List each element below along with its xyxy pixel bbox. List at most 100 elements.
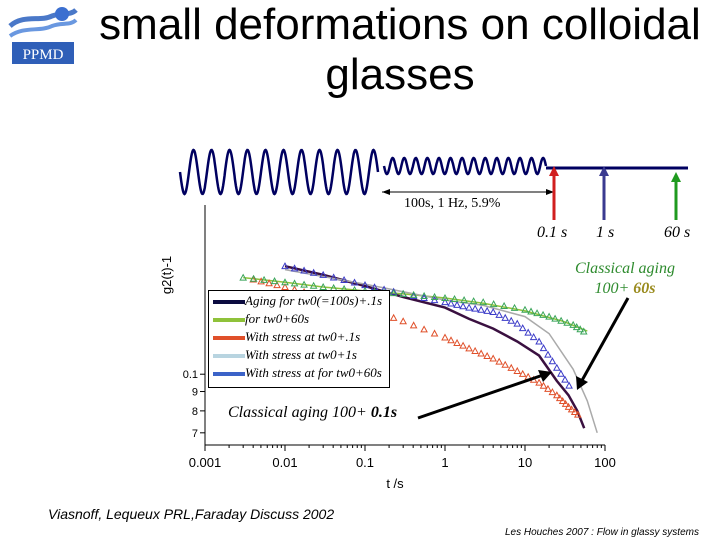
legend-item-3: With stress at tw0+1s (209, 347, 389, 363)
series-point-5 (309, 281, 318, 289)
x-tick-label-1: 0.01 (272, 455, 297, 470)
series-point-2 (257, 277, 265, 285)
series-point-5 (521, 305, 529, 313)
legend-swatch-3 (213, 354, 245, 358)
series-point-4 (483, 306, 491, 314)
series-point-2 (465, 344, 473, 352)
x-axis-label: t /s (386, 476, 404, 491)
y-axis-label: g2(t)-1 (159, 256, 174, 294)
series-point-5 (281, 278, 289, 286)
series-point-5 (441, 293, 449, 301)
series-point-2 (409, 321, 418, 329)
series-point-4 (557, 369, 565, 377)
series-point-5 (489, 300, 498, 308)
series-point-5 (450, 294, 459, 303)
series-point-4 (370, 283, 379, 291)
series-point-4 (535, 337, 543, 345)
time-label-1: 1 s (596, 224, 615, 241)
series-point-2 (399, 317, 408, 325)
legend-item-2: With stress at tw0+.1s (209, 329, 389, 345)
series-point-4 (447, 299, 455, 307)
series-point-4 (319, 270, 328, 278)
series-point-5 (430, 292, 439, 300)
series-point-4 (441, 298, 449, 306)
series-point-2 (564, 402, 573, 410)
series-point-5 (319, 282, 328, 291)
x-tick-label-5: 100 (594, 455, 616, 470)
time-label-2: 60 s (664, 224, 691, 241)
series-point-4 (471, 304, 479, 312)
series-point-4 (513, 319, 522, 327)
series-point-5 (563, 318, 571, 326)
series-point-4 (561, 375, 569, 383)
series-point-5 (572, 323, 581, 331)
slide-title: small deformations on colloidal glasses (99, 0, 701, 99)
large-oscillation (178, 148, 380, 196)
series-point-4 (300, 266, 308, 274)
series-point-2 (567, 405, 576, 413)
stimulus-diagram (178, 148, 688, 220)
series-point-5 (270, 277, 279, 285)
series-point-5 (510, 303, 519, 311)
series-point-4 (552, 363, 561, 371)
series-point-5 (557, 316, 565, 324)
legend-item-0: Aging for tw0(=100s)+.1s (209, 293, 389, 309)
legend-label-4: With stress at for tw0+60s (245, 365, 382, 380)
legend-label-0: Aging for tw0(=100s)+.1s (245, 293, 383, 308)
series-point-2 (507, 363, 516, 371)
series-point-2 (477, 349, 485, 357)
annotation-right-bold: 60s (633, 280, 656, 297)
series-point-5 (420, 291, 428, 299)
y-tick-label-2: 8 (192, 406, 198, 418)
series-point-4 (539, 344, 548, 352)
series-point-2 (459, 341, 467, 349)
series-point-4 (309, 268, 318, 276)
series-point-4 (495, 310, 504, 318)
series-point-5 (533, 309, 541, 317)
series-point-4 (459, 302, 467, 310)
series-point-5 (527, 307, 535, 315)
series-point-4 (544, 350, 552, 358)
series-point-4 (420, 294, 428, 302)
legend-label-2: With stress at tw0+.1s (245, 329, 361, 344)
series-point-2 (558, 396, 567, 405)
series-point-4 (389, 287, 398, 295)
series-point-2 (483, 351, 491, 360)
series-point-4 (518, 324, 527, 332)
series-point-2 (281, 282, 289, 291)
series-point-5 (239, 273, 248, 281)
series-point-4 (548, 357, 557, 365)
series-point-5 (551, 314, 559, 322)
legend-swatch-2 (213, 336, 245, 340)
series-point-2 (495, 357, 504, 365)
footer-text: Les Houches 2007 : Flow in glassy system… (505, 527, 699, 538)
series-point-2 (501, 360, 510, 368)
x-tick-label-2: 0.1 (356, 455, 374, 470)
series-point-2 (513, 366, 522, 374)
series-point-2 (273, 281, 281, 289)
series-point-4 (477, 305, 485, 313)
legend-swatch-1 (213, 318, 245, 322)
series-point-4 (290, 264, 299, 272)
series-point-5 (290, 279, 299, 287)
series-point-2 (441, 333, 449, 341)
chart-legend: Aging for tw0(=100s)+.1s for tw0+60s Wit… (208, 290, 390, 388)
series-point-4 (565, 381, 573, 389)
y-tick-label-3: 7 (192, 428, 198, 440)
x-tick-label-0: 0.001 (189, 455, 222, 470)
legend-swatch-0 (213, 300, 245, 304)
series-point-5 (545, 312, 553, 320)
ppmd-logo: PPMD (6, 4, 80, 66)
series-point-4 (501, 313, 510, 321)
time-label-0: 0.1 s (537, 224, 568, 241)
x-tick-label-4: 10 (518, 455, 532, 470)
y-tick-label-0: 0.1 (183, 369, 198, 381)
series-point-2 (389, 313, 398, 321)
series-point-4 (524, 328, 533, 336)
series-point-5 (569, 320, 578, 328)
series-point-2 (555, 394, 564, 402)
series-line-0 (284, 264, 586, 429)
series-point-5 (539, 310, 547, 318)
series-point-2 (453, 338, 461, 346)
annotation-left-prefix: Classical aging 100+ (228, 404, 367, 421)
